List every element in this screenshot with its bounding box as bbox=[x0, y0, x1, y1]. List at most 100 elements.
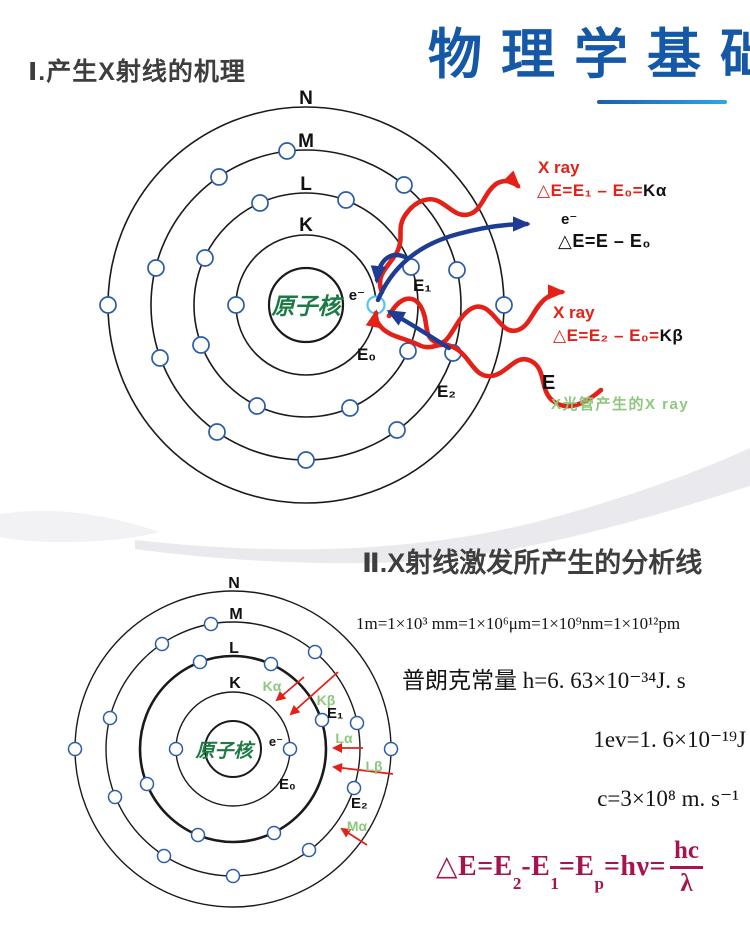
shell-l-circle bbox=[138, 654, 328, 844]
electron bbox=[346, 780, 362, 796]
tube-xray-caption: X光管产生的X ray bbox=[551, 396, 690, 413]
title-underline bbox=[597, 100, 727, 104]
electron bbox=[399, 342, 417, 360]
electron bbox=[349, 715, 365, 731]
electron bbox=[225, 868, 241, 884]
m-to-k-transition-arrow bbox=[386, 309, 452, 351]
energy-equation: △E=E 2 -E 1 =E p =hν= hc λ bbox=[436, 838, 703, 896]
energy-eq-sub: 1 bbox=[550, 874, 559, 894]
electron bbox=[151, 349, 169, 367]
electron bbox=[99, 296, 117, 314]
electrons-2 bbox=[67, 616, 399, 884]
shell-label-m: M bbox=[298, 131, 314, 152]
xray-beta-title: X ray bbox=[553, 303, 595, 322]
lalpha-line-label: Lα bbox=[335, 730, 353, 746]
kalpha-xray-wave bbox=[377, 170, 521, 295]
kbeta-line-label: Kβ bbox=[317, 692, 336, 708]
electron bbox=[448, 261, 466, 279]
electron bbox=[282, 741, 298, 757]
level-e0-label: E₀ bbox=[279, 776, 296, 793]
kbeta-transition-arrow bbox=[289, 671, 339, 716]
xray-alpha-formula: △E=E₁ – E₀=Kα bbox=[537, 181, 667, 201]
electron bbox=[190, 827, 206, 843]
shell-label-l: L bbox=[229, 640, 239, 657]
electron bbox=[192, 654, 208, 670]
malpha-transition-arrow bbox=[340, 827, 368, 846]
electron bbox=[263, 656, 279, 672]
xray-alpha-title: X ray bbox=[538, 158, 580, 177]
electron bbox=[341, 399, 359, 417]
nucleus-label: 原子核 bbox=[272, 294, 345, 319]
atom-diagram-2: N M L K 原子核 e⁻ E₁ E₀ E₂ Kα Kβ Lα Lβ Mα bbox=[67, 575, 399, 908]
electron-volt-equation: 1ev=1. 6×10⁻¹⁹J bbox=[593, 727, 746, 752]
energy-eq-part: =E bbox=[558, 850, 595, 882]
kbeta-xray-wave bbox=[386, 284, 566, 346]
electron bbox=[307, 644, 323, 660]
incident-energy-label: E bbox=[542, 372, 556, 394]
kalpha-transition-arrow bbox=[275, 676, 305, 702]
electron bbox=[210, 168, 228, 186]
shell-label-n: N bbox=[299, 88, 313, 109]
electron bbox=[196, 249, 214, 267]
electron bbox=[168, 741, 184, 757]
shell-label-n: N bbox=[228, 575, 240, 592]
energy-eq-fraction: hc λ bbox=[669, 838, 703, 897]
planck-constant-equation: 普朗克常量 h=6. 63×10⁻³⁴J. s bbox=[402, 668, 686, 693]
swoosh-ribbon bbox=[135, 448, 750, 564]
xray-alpha-formula-black: Kα bbox=[643, 181, 667, 200]
xray-beta-formula: △E=E₂ – E₀=Kβ bbox=[553, 326, 683, 346]
ejected-electron-formula: △E=E – E₀ bbox=[558, 231, 651, 251]
electron bbox=[383, 741, 399, 757]
electron bbox=[251, 194, 269, 212]
shell-label-k: K bbox=[229, 675, 241, 692]
electron bbox=[156, 848, 172, 864]
swoosh-divider bbox=[0, 448, 750, 564]
energy-eq-part: =hν= bbox=[603, 850, 666, 882]
l-to-k-transition-arrow bbox=[370, 252, 408, 284]
incident-xray-wave bbox=[365, 309, 604, 409]
energy-eq-denominator: λ bbox=[680, 870, 693, 897]
electron bbox=[297, 451, 315, 469]
energy-eq-sub: 2 bbox=[512, 874, 522, 894]
lbeta-line-label: Lβ bbox=[365, 758, 383, 774]
electron bbox=[388, 421, 406, 439]
level-e1-label: E₁ bbox=[327, 705, 343, 722]
malpha-line-label: Mα bbox=[347, 818, 368, 834]
transition-arrows bbox=[275, 671, 394, 846]
energy-eq-sub: p bbox=[594, 874, 604, 894]
section1-heading: Ⅰ.产生X射线的机理 bbox=[28, 58, 246, 86]
light-speed-equation: c=3×10⁸ m. s⁻¹ bbox=[597, 786, 739, 811]
shell-label-l: L bbox=[300, 174, 312, 195]
electron bbox=[278, 142, 296, 160]
electron bbox=[192, 336, 210, 354]
level-e2-label: E₂ bbox=[351, 795, 368, 812]
xray-beta-formula-red: △E=E₂ – E₀= bbox=[553, 326, 660, 345]
page-title: 物理学基础 bbox=[428, 25, 750, 85]
electron bbox=[147, 259, 165, 277]
energy-eq-numerator: hc bbox=[669, 838, 703, 869]
electron bbox=[314, 712, 330, 728]
level-e1-label: E₁ bbox=[413, 276, 431, 295]
energy-eq-part: △E=E bbox=[436, 850, 513, 882]
section2-heading: Ⅱ.X射线激发所产生的分析线 bbox=[362, 548, 703, 578]
shell-label-k: K bbox=[299, 215, 313, 236]
electron bbox=[227, 296, 245, 314]
atom-diagram-1: N M L K 原子核 e⁻ E₁ E₀ E₂ bbox=[99, 88, 604, 504]
level-e0-label: E₀ bbox=[357, 345, 376, 364]
electron bbox=[301, 842, 317, 858]
level-e2-label: E₂ bbox=[437, 382, 456, 401]
nucleus-circle bbox=[267, 266, 345, 344]
ejected-electron-arrow bbox=[375, 216, 531, 303]
electron bbox=[203, 616, 219, 632]
electron bbox=[337, 191, 355, 209]
xray-beta-formula-black: Kβ bbox=[659, 326, 684, 345]
electron bbox=[495, 296, 513, 314]
electron bbox=[395, 176, 413, 194]
electron bbox=[67, 741, 83, 757]
nucleus-label: 原子核 bbox=[194, 740, 255, 762]
electron bbox=[208, 423, 226, 441]
electron bbox=[248, 397, 266, 415]
swoosh-tail bbox=[0, 510, 160, 543]
electron bbox=[139, 776, 155, 792]
